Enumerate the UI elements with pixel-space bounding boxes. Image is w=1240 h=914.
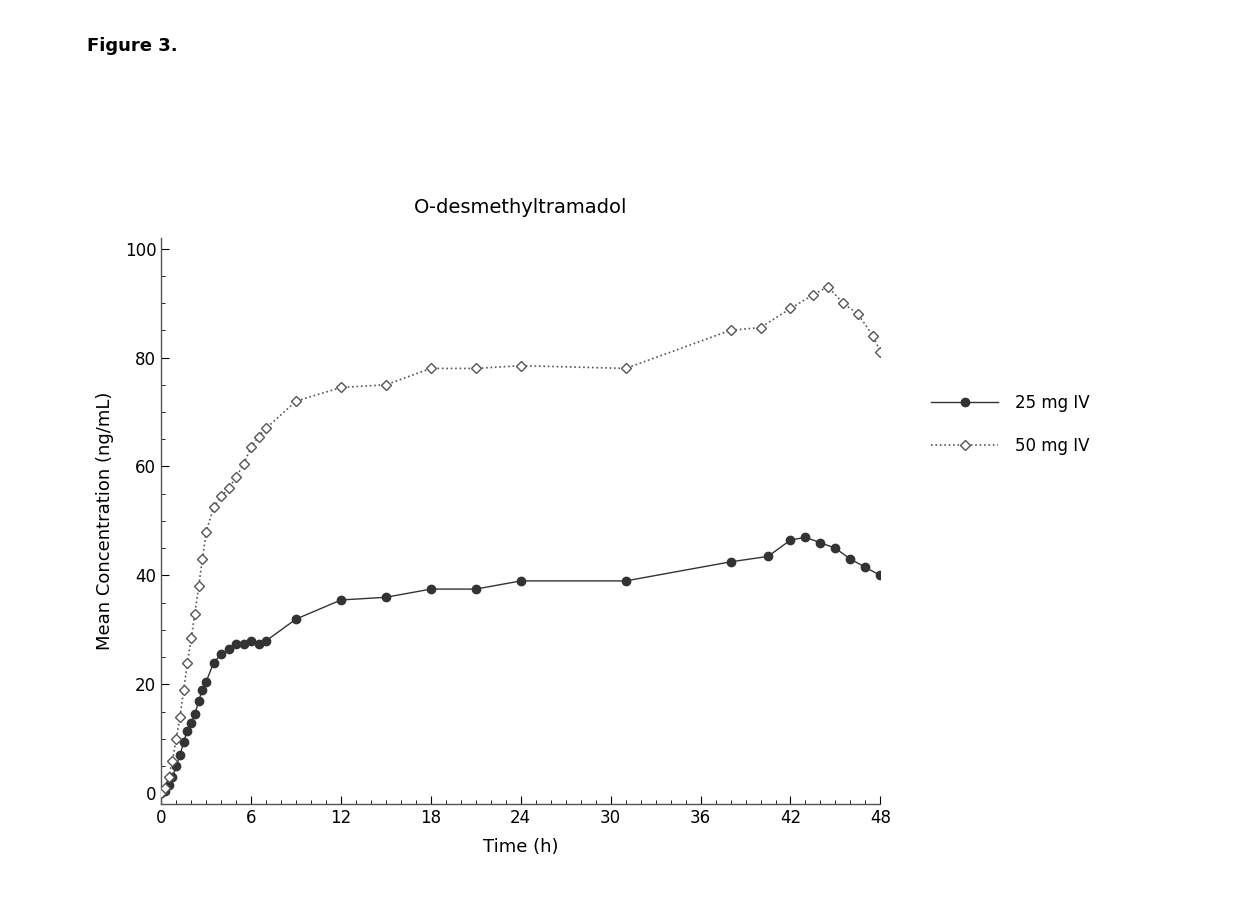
Y-axis label: Mean Concentration (ng/mL): Mean Concentration (ng/mL) bbox=[95, 392, 114, 650]
Title: O-desmethyltramadol: O-desmethyltramadol bbox=[414, 197, 627, 217]
Legend: 25 mg IV, 50 mg IV: 25 mg IV, 50 mg IV bbox=[925, 388, 1096, 462]
Text: Figure 3.: Figure 3. bbox=[87, 37, 177, 55]
X-axis label: Time (h): Time (h) bbox=[484, 838, 558, 856]
